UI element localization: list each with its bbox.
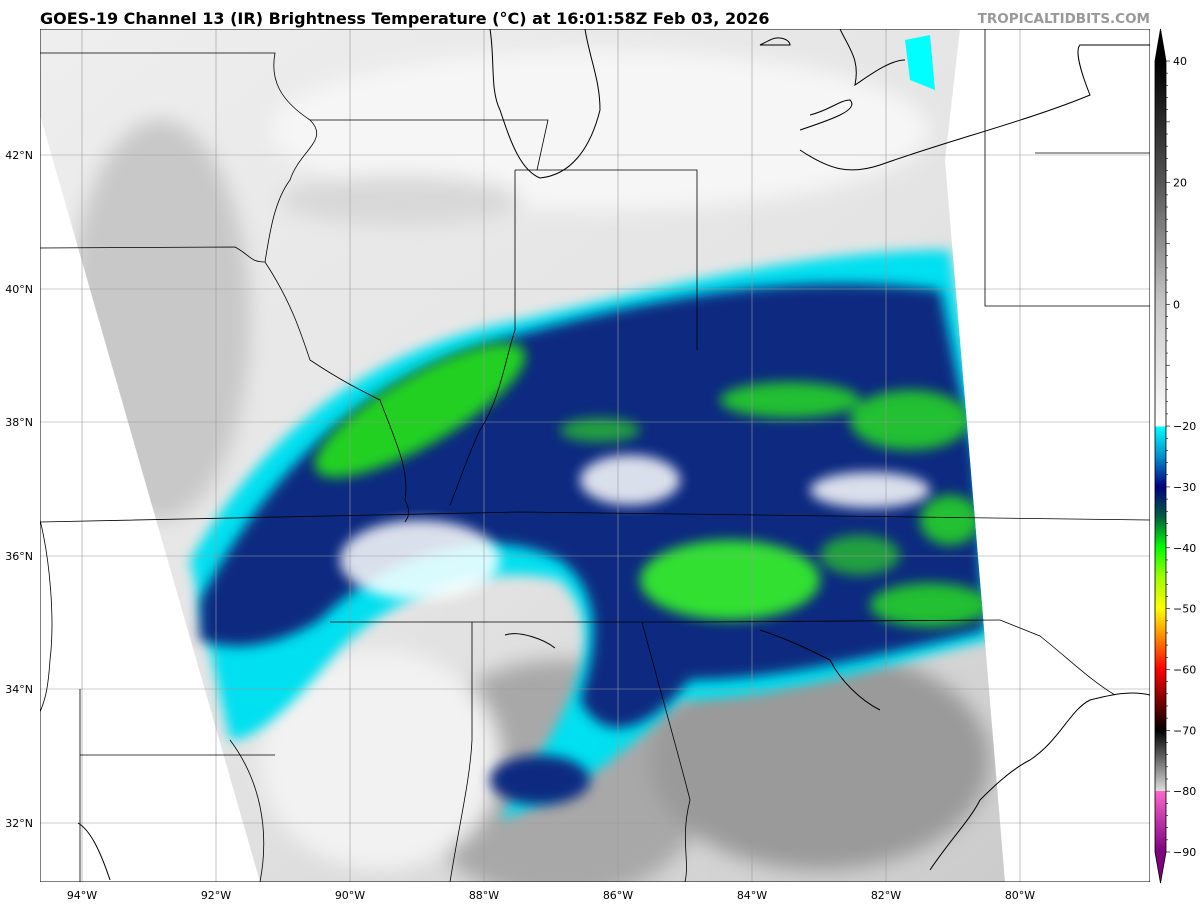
colorbar: 40 20 0 −20 −30 −40 −50 −60 −70 −80 −90 bbox=[1154, 28, 1196, 884]
lat-label: 42°N bbox=[5, 149, 33, 162]
watermark: TROPICALTIDBITS.COM bbox=[977, 11, 1150, 27]
latitude-labels: 42°N 40°N 38°N 36°N 34°N 32°N bbox=[5, 149, 33, 830]
lon-label: 84°W bbox=[737, 889, 767, 902]
lon-label: 94°W bbox=[67, 889, 97, 902]
colorbar-tick-label: 0 bbox=[1173, 298, 1180, 311]
colorbar-tick-label: −80 bbox=[1173, 785, 1196, 798]
colorbar-tick-label: −70 bbox=[1173, 724, 1196, 737]
satellite-swath bbox=[40, 29, 1005, 882]
colorbar-tick-label: −90 bbox=[1173, 846, 1196, 859]
gridlines bbox=[40, 29, 1150, 882]
lon-label: 90°W bbox=[335, 889, 365, 902]
colorbar-tick-label: −30 bbox=[1173, 481, 1196, 494]
lat-label: 38°N bbox=[5, 416, 33, 429]
colorbar-tick-label: 20 bbox=[1173, 177, 1187, 190]
lat-label: 40°N bbox=[5, 283, 33, 296]
colorbar-tick-label: 40 bbox=[1173, 55, 1187, 68]
coastlines bbox=[77, 29, 1150, 881]
colorbar-tick-label: −20 bbox=[1173, 420, 1196, 433]
lat-label: 34°N bbox=[5, 683, 33, 696]
cloud-green bbox=[314, 342, 990, 627]
lon-label: 92°W bbox=[201, 889, 231, 902]
longitude-labels: 94°W 92°W 90°W 88°W 86°W 84°W 82°W 80°W bbox=[67, 889, 1035, 902]
colorbar-max-arrow bbox=[1155, 29, 1166, 61]
colorbar-tick-label: −40 bbox=[1173, 542, 1196, 555]
state-boundaries bbox=[40, 29, 1150, 882]
map-title: GOES-19 Channel 13 (IR) Brightness Tempe… bbox=[40, 9, 770, 28]
lon-label: 80°W bbox=[1005, 889, 1035, 902]
colorbar-min-arrow bbox=[1155, 852, 1166, 883]
lon-label: 86°W bbox=[603, 889, 633, 902]
lon-label: 88°W bbox=[469, 889, 499, 902]
lat-label: 36°N bbox=[5, 550, 33, 563]
lon-label: 82°W bbox=[871, 889, 901, 902]
colorbar-tick-label: −60 bbox=[1173, 663, 1196, 676]
colorbar-tick-label: −50 bbox=[1173, 603, 1196, 616]
lat-label: 32°N bbox=[5, 817, 33, 830]
map-area bbox=[40, 29, 1150, 882]
colorbar-gradient bbox=[1155, 61, 1166, 852]
